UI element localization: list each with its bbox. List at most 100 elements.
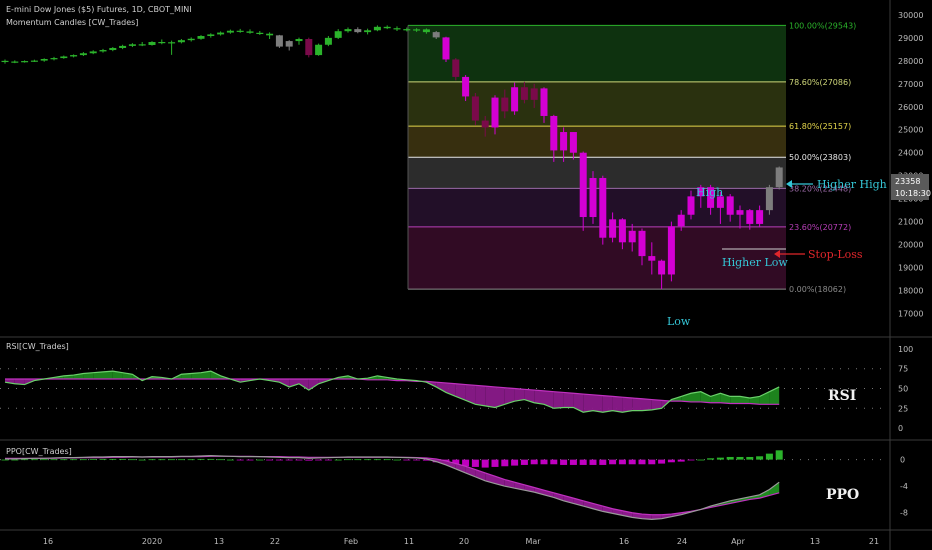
candle — [628, 230, 636, 243]
rsi-fill-segment — [759, 391, 770, 405]
ppo-histogram-bar — [168, 459, 176, 461]
ppo-histogram-bar — [226, 459, 234, 461]
rsi-fill-segment — [93, 371, 103, 380]
candle — [177, 40, 185, 43]
ppo-histogram-bar — [256, 459, 264, 461]
rsi-panel-label[interactable]: RSI[CW_Trades] — [6, 342, 69, 351]
rsi-tick: 0 — [898, 424, 903, 433]
candle — [226, 30, 234, 33]
candle — [667, 226, 675, 275]
ppo-fill-segment — [544, 490, 554, 498]
ppo-histogram-bar — [707, 458, 715, 460]
rsi-fill-segment — [651, 399, 662, 410]
ppo-histogram-bar — [305, 459, 313, 461]
candle — [148, 41, 156, 45]
rsi-fill-segment — [210, 371, 221, 380]
ppo-histogram-bar — [462, 459, 470, 467]
rsi-fill-segment — [289, 379, 299, 387]
rsi-fill-segment — [308, 379, 319, 391]
fib-level-label: 61.80%(25157) — [789, 122, 851, 131]
rsi-fill-segment — [642, 398, 652, 411]
ppo-histogram-bar — [775, 450, 783, 460]
candle — [442, 37, 450, 60]
ppo-panel-label[interactable]: PPO[CW_Trades] — [6, 447, 72, 456]
rsi-big-label: RSI — [828, 388, 856, 404]
ppo-histogram-bar — [471, 459, 479, 467]
candle — [30, 60, 38, 62]
rsi-tick: 100 — [898, 345, 913, 354]
price-tick: 24000 — [898, 149, 923, 158]
symbol-title[interactable]: E-mini Dow Jones ($5) Futures, 1D, CBOT_… — [6, 5, 192, 14]
study-title[interactable]: Momentum Candles [CW_Trades] — [6, 18, 138, 27]
ppo-histogram-bar — [599, 459, 607, 465]
rsi-fill-segment — [504, 387, 515, 405]
rsi-fill-segment — [749, 396, 760, 405]
fibonacci-retracement[interactable]: 100.00%(29543) 78.60%(27086) 61.80%(25157)… — [407, 21, 856, 294]
rsi-fill-segment — [573, 393, 584, 413]
rsi-baseline-line — [5, 378, 780, 405]
ppo-histogram-bar — [207, 458, 215, 460]
ppo-fill-segment — [534, 487, 544, 495]
ppo-histogram-bar — [550, 459, 558, 465]
candle — [197, 36, 205, 39]
price-tick: 27000 — [898, 80, 923, 89]
fib-level-label: 23.60%(20772) — [789, 223, 851, 232]
candle — [70, 55, 78, 57]
candle — [511, 87, 519, 112]
candle — [765, 187, 773, 211]
candle — [432, 32, 440, 38]
rsi-fill-segment — [583, 394, 593, 413]
rsi-fill-segment — [485, 386, 495, 408]
candle — [334, 31, 342, 38]
candle — [256, 32, 264, 35]
rsi-fill-segment — [602, 395, 613, 413]
rsi-fill-segment — [691, 391, 701, 402]
candle — [1, 60, 9, 63]
price-tick: 19000 — [898, 264, 923, 273]
candle — [158, 41, 166, 44]
candle — [422, 29, 430, 33]
ppo-histogram-bar — [618, 459, 626, 465]
candle — [550, 115, 558, 151]
current-price-tag[interactable]: 23358 10:18:30 — [891, 174, 931, 200]
candle — [716, 196, 724, 208]
candle — [89, 51, 97, 54]
ppo-histogram-bar — [560, 459, 568, 465]
rsi-fill-segment — [553, 391, 564, 409]
ppo-histogram-bar — [187, 459, 195, 461]
ppo-histogram-bar — [403, 459, 411, 461]
candle — [187, 38, 195, 41]
price-tick: 17000 — [898, 310, 923, 319]
ppo-histogram-bar — [393, 459, 401, 461]
ppo-histogram-bar — [315, 459, 323, 461]
time-tick: 2020 — [142, 537, 162, 546]
candle — [373, 26, 381, 31]
ppo-histogram-bar — [746, 456, 754, 460]
rsi-fill-segment — [455, 383, 466, 401]
ppo-histogram-bar — [295, 459, 303, 461]
candle — [354, 29, 362, 33]
rsi-tick: 75 — [898, 365, 908, 374]
time-axis[interactable]: 16 2020 13 22 Feb 11 20 Mar 16 24 Apr 13 21 — [43, 537, 879, 546]
ppo-histogram-bar — [217, 459, 225, 461]
rsi-fill-segment — [622, 397, 633, 413]
ppo-histogram-bar — [11, 459, 19, 461]
candle — [687, 196, 695, 215]
rsi-fill-segment — [632, 397, 642, 411]
ppo-histogram-bar — [765, 453, 773, 460]
candle — [452, 59, 460, 77]
ppo-histogram-bar — [158, 459, 166, 461]
ppo-histogram-bar — [60, 459, 68, 461]
ppo-histogram-bar — [334, 459, 342, 461]
ppo-histogram-bar — [21, 459, 29, 461]
ppo-histogram-bar — [658, 459, 666, 464]
price-axis[interactable]: 3000029000280002700026000250002400023000… — [898, 11, 923, 518]
candle — [364, 30, 372, 33]
candle — [246, 31, 254, 33]
candle — [746, 210, 754, 224]
rsi-tick: 25 — [898, 404, 908, 413]
candle — [520, 87, 528, 100]
ppo-fill-segment — [651, 514, 662, 520]
candle — [21, 61, 29, 63]
